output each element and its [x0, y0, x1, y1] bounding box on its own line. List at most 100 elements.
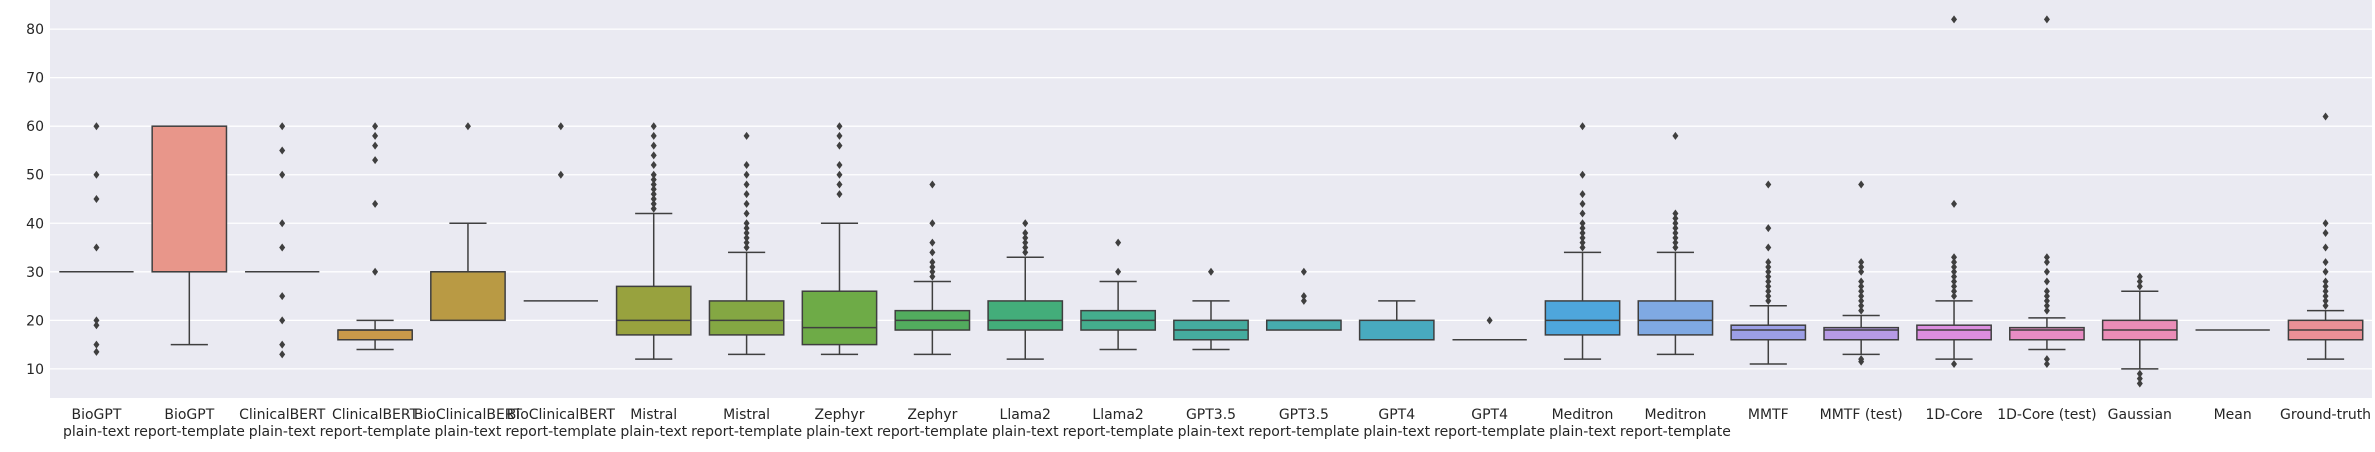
- outlier-point: [279, 243, 286, 252]
- outlier-point: [1951, 360, 1958, 369]
- outlier-point: [743, 233, 750, 242]
- box: [430, 271, 506, 322]
- outlier-point: [1672, 228, 1679, 237]
- x-tick-label-line2: report-template: [691, 424, 802, 440]
- y-tick-label: 20: [26, 313, 44, 329]
- box: [1265, 319, 1342, 331]
- outlier-point: [2322, 228, 2329, 237]
- outlier-point: [1022, 238, 1029, 247]
- outlier-point: [650, 180, 657, 189]
- box-group: [615, 122, 692, 360]
- outlier-point: [650, 195, 657, 203]
- outlier-point: [2136, 277, 2143, 286]
- y-tick-label: 50: [26, 168, 44, 184]
- x-tick-label: Mean: [2214, 407, 2252, 423]
- outlier-point: [464, 122, 471, 131]
- outlier-point: [1579, 209, 1586, 218]
- outlier-point: [743, 190, 750, 199]
- outlier-point: [2322, 292, 2329, 301]
- outlier-point: [1579, 243, 1586, 252]
- outlier-point: [1022, 219, 1029, 228]
- outlier-point: [929, 272, 936, 281]
- outlier-point: [1765, 296, 1772, 305]
- box-group: [2009, 15, 2085, 369]
- outlier-point: [1858, 277, 1865, 286]
- outlier-point: [1115, 267, 1122, 276]
- outlier-point: [650, 122, 657, 131]
- outlier-point: [743, 199, 750, 208]
- outlier-point: [279, 170, 286, 179]
- outlier-point: [93, 195, 100, 203]
- box-group: [1452, 316, 1527, 341]
- outlier-point: [1765, 243, 1772, 252]
- outlier-point: [929, 180, 936, 189]
- outlier-point: [2043, 287, 2050, 296]
- y-tick-label: 70: [26, 71, 44, 87]
- outlier-point: [279, 316, 286, 325]
- box: [708, 300, 785, 336]
- x-tick-label-line2: report-template: [134, 424, 245, 440]
- outlier-point: [1951, 292, 1958, 301]
- x-tick-label-line2: plain-text: [249, 424, 316, 440]
- outlier-point: [650, 204, 657, 213]
- outlier-point: [1951, 267, 1958, 276]
- outlier-point: [1765, 277, 1772, 286]
- outlier-point: [2322, 258, 2329, 267]
- outlier-point: [836, 190, 843, 199]
- outlier-point: [1858, 301, 1865, 310]
- box-group: [708, 131, 785, 356]
- outlier-point: [1765, 262, 1772, 271]
- outlier-point: [1672, 131, 1679, 140]
- box-group: [1916, 15, 1992, 369]
- y-tick-label: 60: [26, 119, 44, 135]
- box-group: [430, 122, 506, 322]
- outlier-point: [743, 238, 750, 247]
- box-group: [59, 122, 134, 356]
- box-group: [1637, 131, 1714, 356]
- outlier-point: [1951, 287, 1958, 296]
- outlier-point: [836, 122, 843, 131]
- outlier-point: [93, 122, 100, 131]
- outlier-point: [2043, 292, 2050, 301]
- outlier-point: [2043, 267, 2050, 276]
- x-tick-label: BioGPT: [71, 407, 121, 423]
- outlier-point: [372, 141, 379, 150]
- outlier-point: [836, 161, 843, 170]
- outlier-point: [650, 185, 657, 194]
- outlier-point: [372, 156, 379, 165]
- outlier-point: [1022, 233, 1029, 242]
- x-tick-label: Zephyr: [907, 407, 957, 423]
- box: [801, 290, 878, 346]
- outlier-point: [93, 316, 100, 325]
- outlier-point: [1579, 233, 1586, 242]
- box: [615, 285, 692, 336]
- outlier-point: [1858, 262, 1865, 271]
- outlier-point: [1300, 267, 1307, 276]
- outlier-point: [1579, 190, 1586, 199]
- y-tick-label: 10: [26, 362, 44, 378]
- box: [1637, 300, 1714, 336]
- outlier-point: [1672, 243, 1679, 252]
- outlier-point: [1858, 180, 1865, 189]
- x-tick-label: Meditron: [1552, 407, 1614, 423]
- outlier-point: [743, 161, 750, 170]
- x-tick-label-line2: plain-text: [992, 424, 1059, 440]
- outlier-point: [743, 180, 750, 189]
- x-tick-label: 1D-Core (test): [1997, 407, 2096, 423]
- outlier-point: [1672, 233, 1679, 242]
- outlier-point: [1579, 170, 1586, 179]
- outlier-point: [1765, 180, 1772, 189]
- outlier-point: [2322, 277, 2329, 286]
- outlier-point: [93, 243, 100, 252]
- x-tick-label: BioGPT: [164, 407, 214, 423]
- outlier-point: [2043, 306, 2050, 315]
- outlier-point: [1951, 15, 1958, 24]
- outlier-point: [2043, 258, 2050, 267]
- outlier-point: [1579, 199, 1586, 208]
- box: [151, 125, 228, 273]
- outlier-point: [93, 170, 100, 179]
- outlier-point: [1951, 199, 1958, 208]
- box-group: [1358, 300, 1435, 341]
- outlier-point: [2322, 296, 2329, 305]
